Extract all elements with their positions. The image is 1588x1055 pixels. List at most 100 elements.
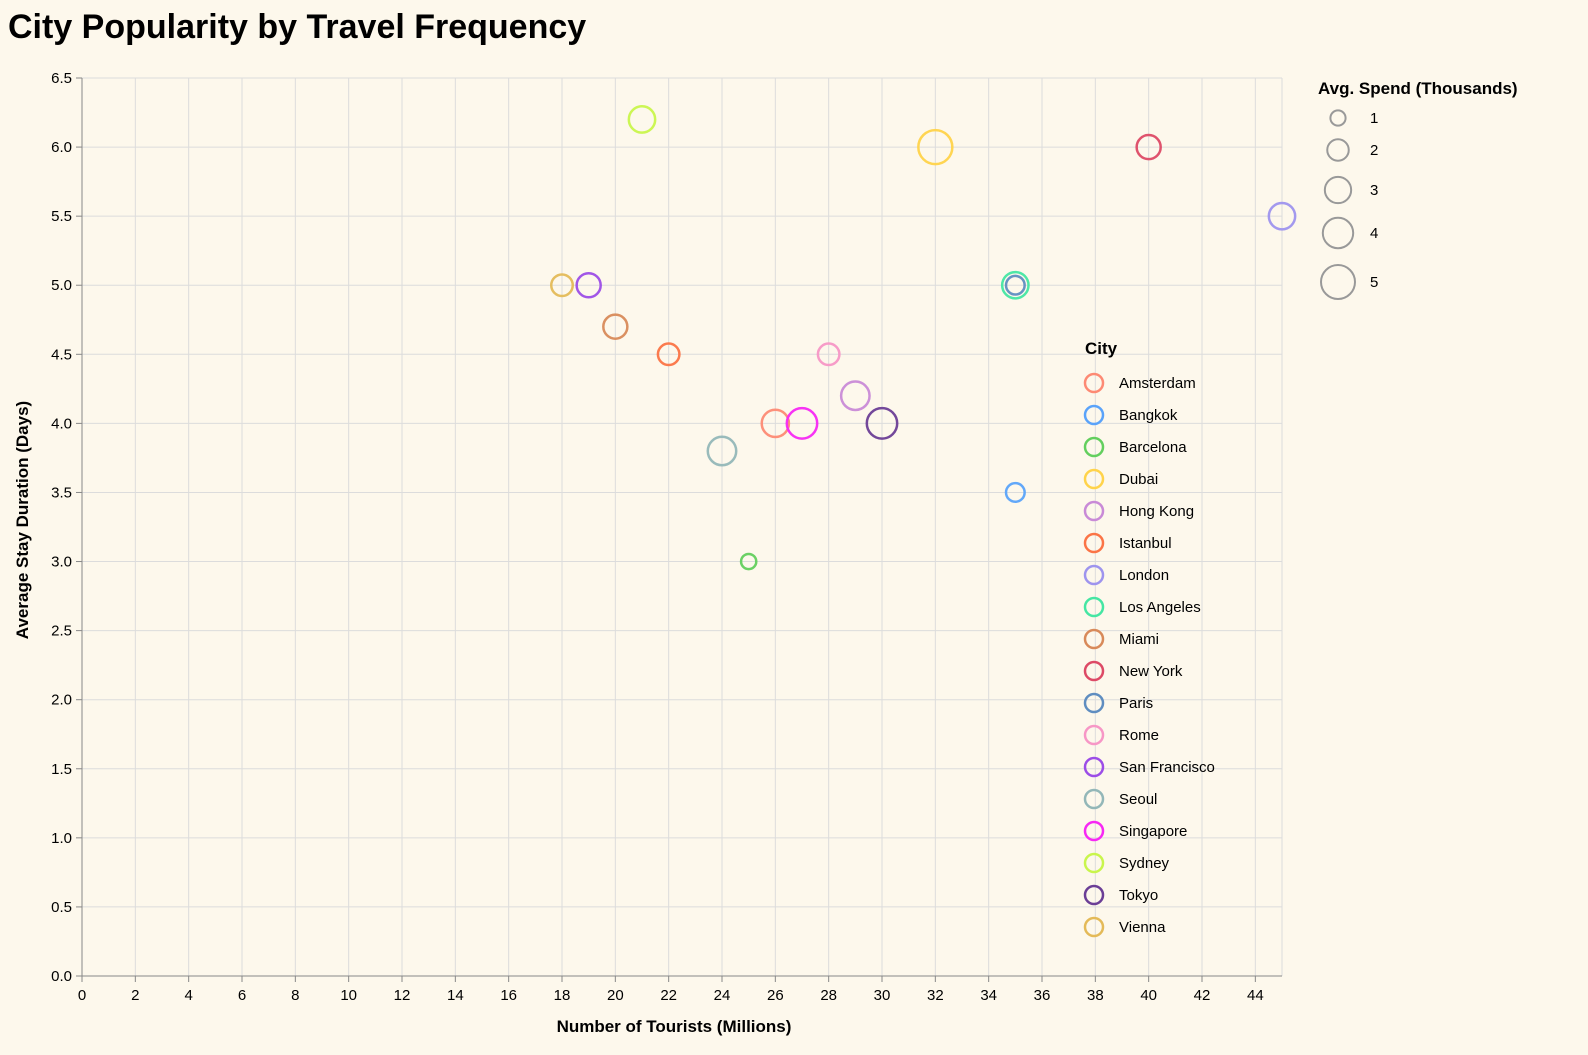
size-legend-symbol	[1329, 109, 1347, 127]
size-legend-label: 3	[1370, 182, 1378, 199]
data-point	[739, 552, 758, 571]
x-tick-label: 6	[238, 987, 246, 1004]
x-tick-label: 8	[291, 987, 299, 1004]
y-tick-label: 2.5	[51, 623, 72, 640]
y-tick-label: 6.0	[51, 139, 72, 156]
color-legend-label: Seoul	[1119, 791, 1157, 808]
y-tick-label: 5.0	[51, 277, 72, 294]
data-point	[1000, 270, 1030, 300]
color-legend-label: Los Angeles	[1119, 599, 1201, 616]
data-point	[760, 408, 791, 439]
size-legend-symbol	[1326, 138, 1350, 162]
x-tick-label: 42	[1194, 987, 1211, 1004]
color-legend-symbol	[1083, 788, 1105, 810]
x-tick-label: 28	[820, 987, 837, 1004]
size-legend-label: 1	[1370, 110, 1378, 127]
data-points	[550, 105, 1297, 571]
y-tick-label: 1.0	[51, 830, 72, 847]
x-tick-label: 36	[1034, 987, 1051, 1004]
y-tick-label: 4.0	[51, 415, 72, 432]
color-legend-label: Tokyo	[1119, 887, 1158, 904]
color-legend-label: Amsterdam	[1119, 375, 1196, 392]
x-tick-label: 22	[660, 987, 677, 1004]
color-legend-symbol	[1083, 500, 1105, 522]
color-legend-symbol	[1083, 532, 1105, 554]
data-point	[656, 342, 681, 367]
x-tick-label: 14	[447, 987, 464, 1004]
y-tick-label: 3.5	[51, 484, 72, 501]
color-legend-symbol	[1083, 884, 1105, 906]
y-tick-label: 4.5	[51, 346, 72, 363]
y-tick-label: 2.0	[51, 692, 72, 709]
color-legend-label: Barcelona	[1119, 439, 1187, 456]
x-tick-label: 40	[1140, 987, 1157, 1004]
x-tick-label: 0	[78, 987, 86, 1004]
size-legend-symbol	[1323, 175, 1353, 205]
size-legend-title: Avg. Spend (Thousands)	[1318, 79, 1518, 98]
y-tick-label: 6.5	[51, 70, 72, 87]
color-legend-symbol	[1083, 660, 1105, 682]
color-legend-label: Paris	[1119, 695, 1153, 712]
chart-title: City Popularity by Travel Frequency	[8, 8, 586, 46]
data-point	[602, 313, 629, 340]
x-tick-label: 30	[874, 987, 891, 1004]
grid-lines	[81, 77, 1283, 977]
data-point	[839, 380, 871, 412]
x-tick-label: 10	[340, 987, 357, 1004]
data-point	[816, 342, 841, 367]
color-legend-symbol	[1083, 756, 1105, 778]
x-tick-label: 44	[1247, 987, 1264, 1004]
data-point	[1004, 274, 1026, 296]
size-legend-label: 2	[1370, 142, 1378, 159]
x-tick-label: 2	[131, 987, 139, 1004]
x-tick-label: 32	[927, 987, 944, 1004]
data-point	[1267, 201, 1297, 231]
color-legend-label: Sydney	[1119, 855, 1170, 872]
x-axis-title: Number of Tourists (Millions)	[557, 1017, 792, 1036]
color-legend-label: San Francisco	[1119, 759, 1215, 776]
x-tick-label: 24	[714, 987, 731, 1004]
x-tick-label: 26	[767, 987, 784, 1004]
x-tick-label: 34	[980, 987, 997, 1004]
size-legend-label: 4	[1370, 225, 1378, 242]
data-point	[865, 406, 899, 440]
x-tick-label: 20	[607, 987, 624, 1004]
data-point	[575, 271, 602, 299]
legends: 1 2 3 4 5 Amsterdam Bangkok Barcelona Dubai Hong …	[1083, 109, 1378, 938]
color-legend-label: Istanbul	[1119, 535, 1172, 552]
x-tick-label: 4	[184, 987, 192, 1004]
data-point	[706, 435, 738, 467]
x-tick-label: 12	[394, 987, 411, 1004]
size-legend-symbol	[1320, 264, 1356, 300]
color-legend-label: Bangkok	[1119, 407, 1178, 424]
color-legend-symbol	[1083, 436, 1105, 458]
size-legend-symbol	[1321, 216, 1355, 250]
color-legend-symbol	[1083, 596, 1105, 618]
data-point	[785, 406, 819, 440]
data-point	[550, 273, 574, 298]
axes: 0 2 4 6 8 10 12 14 16 18 20 22 24 26 28 30 32 34 36 38 40 42 4…	[51, 70, 1282, 1004]
x-tick-label: 18	[554, 987, 571, 1004]
color-legend-label: Rome	[1119, 727, 1159, 744]
color-legend-symbol	[1083, 468, 1105, 490]
color-legend-symbol	[1083, 724, 1105, 746]
size-legend-label: 5	[1370, 274, 1378, 291]
color-legend-label: Vienna	[1119, 919, 1166, 936]
color-legend-label: Hong Kong	[1119, 503, 1194, 520]
color-legend-label: London	[1119, 567, 1169, 584]
color-legend-symbol	[1083, 628, 1105, 650]
y-tick-label: 1.5	[51, 761, 72, 778]
color-legend-label: Miami	[1119, 631, 1159, 648]
y-tick-label: 5.5	[51, 208, 72, 225]
color-legend-symbol	[1083, 692, 1105, 714]
y-tick-label: 0.0	[51, 968, 72, 985]
color-legend-symbol	[1083, 852, 1105, 874]
color-legend-symbol	[1083, 404, 1105, 426]
color-legend-title: City	[1085, 339, 1118, 358]
y-tick-label: 3.0	[51, 554, 72, 571]
color-legend-symbol	[1083, 372, 1105, 394]
y-tick-label: 0.5	[51, 899, 72, 916]
x-tick-label: 38	[1087, 987, 1104, 1004]
